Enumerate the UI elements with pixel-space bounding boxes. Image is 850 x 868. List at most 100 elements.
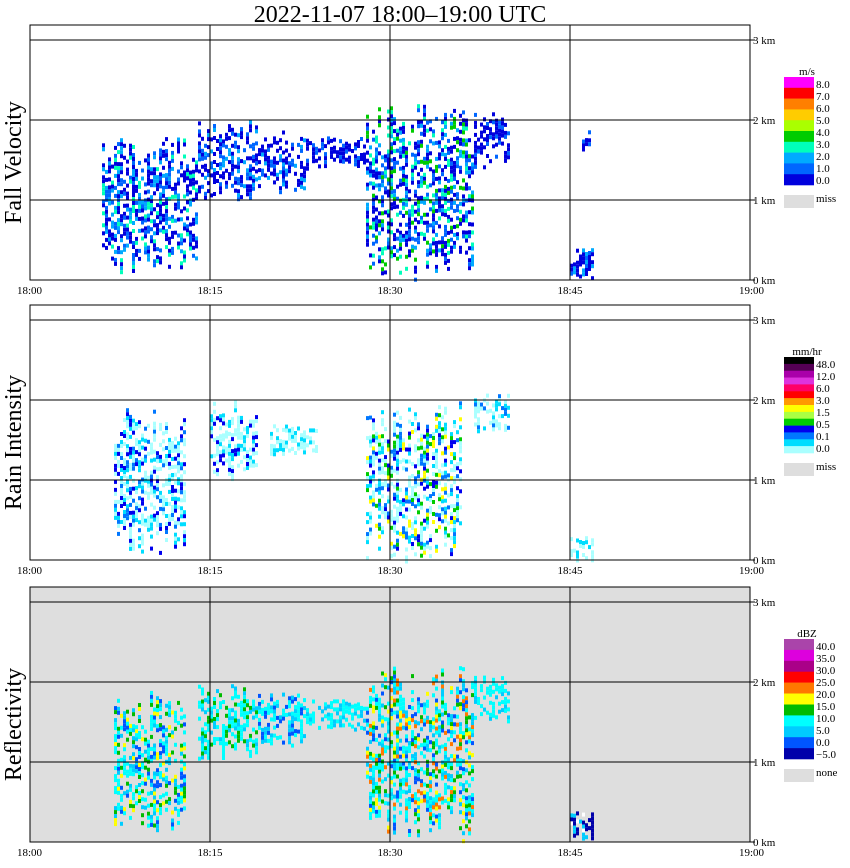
echo-cell xyxy=(405,718,408,723)
echo-cell xyxy=(249,128,252,133)
echo-cell xyxy=(216,709,219,714)
legend-label: 4.0 xyxy=(816,127,830,139)
echo-cell xyxy=(444,518,447,523)
echo-cell xyxy=(114,491,117,496)
echo-cell xyxy=(162,761,165,766)
echo-cell xyxy=(243,447,246,452)
echo-cell xyxy=(342,147,345,152)
echo-cell xyxy=(387,801,390,806)
echo-cell xyxy=(144,226,147,231)
echo-cell xyxy=(387,475,390,480)
echo-cell xyxy=(237,193,240,198)
echo-cell xyxy=(471,258,474,263)
echo-cell xyxy=(186,216,189,221)
echo-cell xyxy=(159,442,162,447)
echo-cell xyxy=(147,157,150,162)
echo-cell xyxy=(471,206,474,211)
echo-cell xyxy=(225,136,228,141)
echo-cell xyxy=(498,685,501,690)
echo-cell xyxy=(228,419,231,424)
echo-cell xyxy=(186,192,189,197)
echo-cell xyxy=(138,216,141,221)
echo-cell xyxy=(174,190,177,195)
echo-cell xyxy=(576,538,579,543)
echo-cell xyxy=(225,713,228,718)
echo-cell xyxy=(300,160,303,165)
echo-cell xyxy=(387,717,390,722)
echo-cell xyxy=(450,810,453,815)
echo-cell xyxy=(591,542,594,547)
echo-cell xyxy=(273,164,276,169)
echo-cell xyxy=(390,142,393,147)
echo-cell xyxy=(381,267,384,272)
echo-cell xyxy=(357,144,360,148)
echo-cell xyxy=(420,437,423,442)
echo-cell xyxy=(444,184,447,189)
echo-cell xyxy=(369,435,372,440)
echo-cell xyxy=(456,510,459,515)
echo-cell xyxy=(411,522,414,526)
echo-cell xyxy=(447,178,450,183)
echo-cell xyxy=(105,229,108,234)
echo-cell xyxy=(198,684,201,689)
echo-cell xyxy=(465,688,468,693)
echo-cell xyxy=(321,138,324,143)
echo-cell xyxy=(384,801,387,806)
echo-cell xyxy=(414,225,417,230)
echo-cell xyxy=(429,482,432,487)
echo-cell xyxy=(384,507,387,512)
echo-cell xyxy=(390,676,393,681)
echo-cell xyxy=(132,197,135,201)
echo-cell xyxy=(117,459,120,464)
echo-cell xyxy=(162,459,165,464)
echo-cell xyxy=(507,715,510,720)
echo-cell xyxy=(384,777,387,782)
echo-cell xyxy=(465,198,468,203)
echo-cell xyxy=(372,434,375,439)
echo-cell xyxy=(393,253,396,258)
echo-cell xyxy=(213,401,216,406)
echo-cell xyxy=(588,142,591,147)
echo-cell xyxy=(414,464,417,469)
echo-cell xyxy=(156,479,159,484)
echo-cell xyxy=(333,699,336,704)
echo-cell xyxy=(456,430,459,435)
echo-cell xyxy=(171,710,174,715)
echo-cell xyxy=(204,734,207,739)
echo-cell xyxy=(441,212,444,217)
echo-cell xyxy=(396,738,399,743)
echo-cell xyxy=(465,696,468,701)
echo-cell xyxy=(153,151,156,156)
echo-cell xyxy=(138,775,141,779)
legend-label: 0.1 xyxy=(816,431,830,443)
echo-cell xyxy=(441,507,444,512)
echo-cell xyxy=(114,722,117,727)
echo-cell xyxy=(462,771,465,776)
echo-cell xyxy=(390,246,393,251)
echo-cell xyxy=(381,458,384,463)
echo-cell xyxy=(150,514,153,519)
echo-cell xyxy=(393,189,396,194)
echo-cell xyxy=(288,740,291,745)
echo-cell xyxy=(240,419,243,424)
echo-cell xyxy=(123,179,126,184)
echo-cell xyxy=(432,757,435,762)
echo-cell xyxy=(456,128,459,133)
legend-label: 7.0 xyxy=(816,91,830,103)
echo-cell xyxy=(408,225,411,230)
echo-cell xyxy=(453,124,456,129)
legend-label: 30.0 xyxy=(816,665,836,677)
echo-cell xyxy=(180,450,183,455)
echo-cell xyxy=(444,510,447,515)
echo-cell xyxy=(213,725,216,729)
echo-cell xyxy=(405,798,408,803)
echo-cell xyxy=(177,489,180,494)
echo-cell xyxy=(117,790,120,795)
echo-cell xyxy=(372,725,375,730)
echo-cell xyxy=(306,435,309,440)
echo-cell xyxy=(423,710,426,715)
echo-cell xyxy=(324,164,327,169)
echo-cell xyxy=(138,448,141,453)
echo-cell xyxy=(450,225,453,230)
echo-cell xyxy=(270,737,273,742)
